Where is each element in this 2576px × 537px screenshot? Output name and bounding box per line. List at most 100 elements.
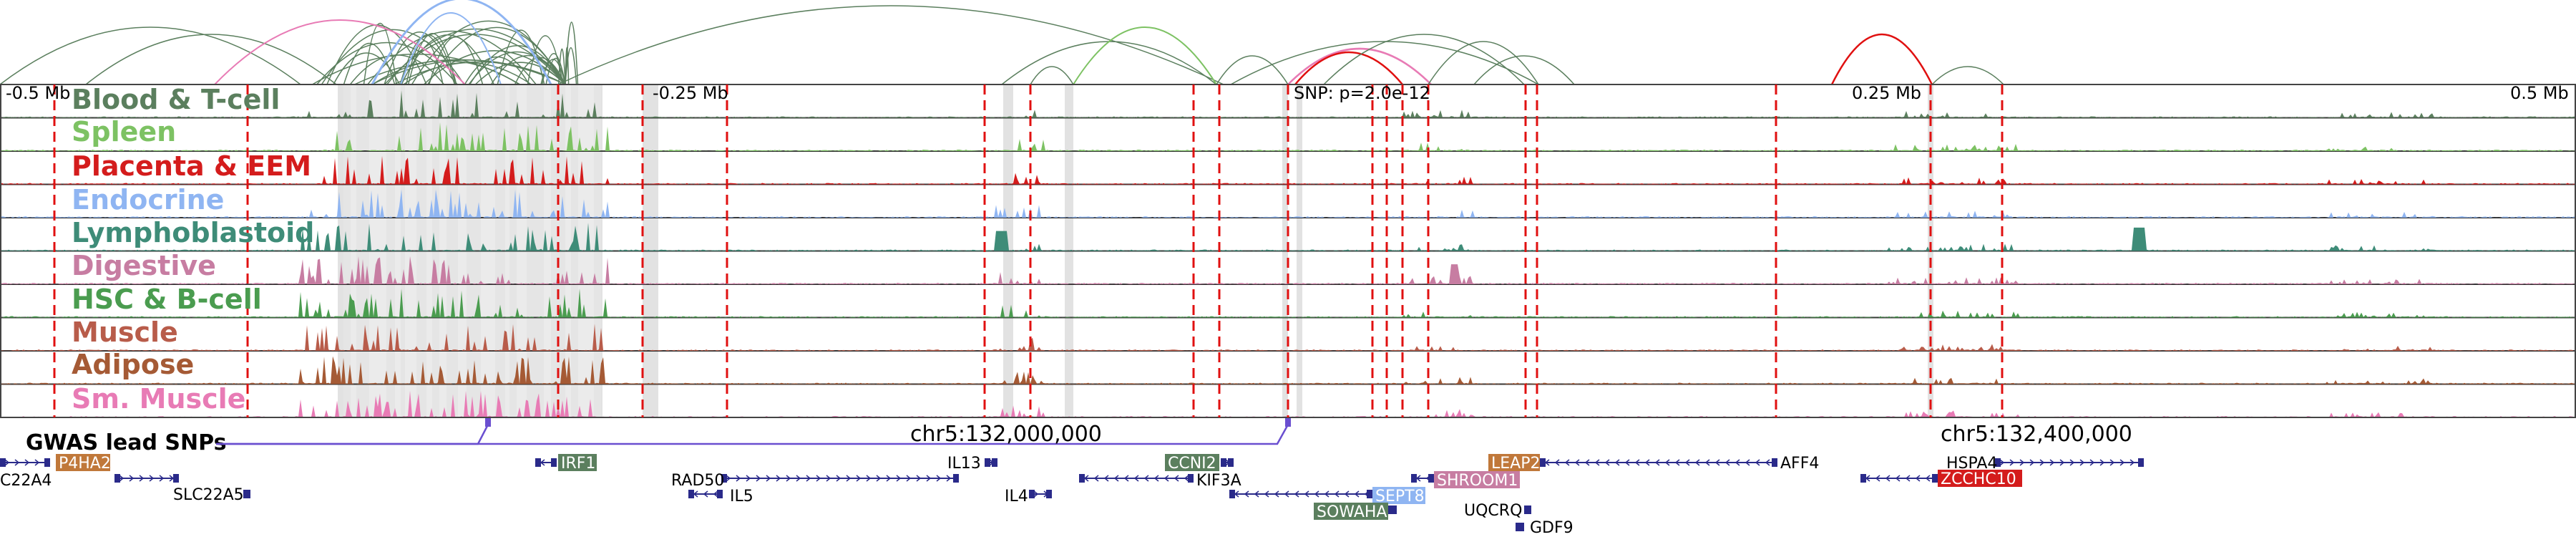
gene-chevron-1 <box>149 475 155 482</box>
interaction-arc-38 <box>464 56 530 85</box>
gwas-label: GWAS lead SNPs <box>26 430 226 455</box>
gene-rad50: RAD50 <box>671 472 724 490</box>
gene-chevron-8 <box>1174 475 1179 482</box>
interaction-arc-50 <box>1230 41 1539 85</box>
interaction-arc-11 <box>427 26 566 85</box>
track-label-endocrine: Endocrine <box>72 184 224 216</box>
gene-tag-sept8 <box>1372 487 1425 504</box>
gene-chevron-10 <box>1284 490 1289 498</box>
gene-exon-7-a <box>1029 490 1035 498</box>
gene-chevron-4 <box>866 475 872 482</box>
gene-uqcrq: UQCRQ <box>1464 502 1522 520</box>
gene-exon-12-b <box>1428 474 1434 483</box>
gene-il4: IL4 <box>1005 488 1028 505</box>
gene-exon-13-a <box>1540 458 1546 467</box>
gene-chevron-13 <box>1634 459 1640 466</box>
gene-chevron-4 <box>886 475 892 482</box>
gene-chevron-13 <box>1765 459 1770 466</box>
gene-chevron-13 <box>1674 459 1680 466</box>
gene-chevron-4 <box>906 475 912 482</box>
gene-leap2: LEAP2 <box>1491 455 1540 473</box>
gene-exon-16-b <box>1524 505 1530 514</box>
gene-exon-10-b <box>1367 490 1372 498</box>
interaction-arc-40 <box>0 26 301 85</box>
gene-chevron-4 <box>786 475 791 482</box>
interaction-arc-51 <box>1287 47 1432 85</box>
gene-chevron-8 <box>1103 475 1109 482</box>
gene-chevron-4 <box>856 475 862 482</box>
interaction-arc-57 <box>1473 55 1575 85</box>
gene-exon-4-b <box>953 474 959 483</box>
track-signal-3 <box>0 189 2576 218</box>
gene-exon-10-a <box>1229 490 1235 498</box>
interaction-arc-46 <box>1001 41 1217 85</box>
gene-exon-5-b <box>717 490 723 498</box>
interaction-arc-42 <box>214 19 466 85</box>
gene-chevron-4 <box>726 475 731 482</box>
ruler-tick-neg-0.25: -0.25 Mb <box>653 83 728 103</box>
gene-chevron-4 <box>916 475 922 482</box>
interaction-arc-43 <box>371 0 552 85</box>
gene-chevron-0 <box>4 459 10 466</box>
interaction-arc-32 <box>371 59 566 85</box>
gene-chevron-10 <box>1274 490 1279 498</box>
gene-exon-11-b <box>1391 505 1397 514</box>
gene-chevron-13 <box>1735 459 1740 466</box>
interaction-arc-17 <box>565 47 577 85</box>
gene-exon-15-b <box>2138 458 2144 467</box>
ruler-tick-0.5: 0.5 Mb <box>2510 83 2569 103</box>
interaction-arc-28 <box>469 45 566 85</box>
gene-sept8: SEPT8 <box>1375 488 1425 505</box>
gene-exon-1-b <box>173 474 179 483</box>
gene-chevron-15 <box>2079 459 2085 466</box>
track-signal-4 <box>0 223 2576 251</box>
gwas-connector-right <box>216 424 1289 445</box>
gene-chevron-8 <box>1184 475 1189 482</box>
gene-chevron-15 <box>2039 459 2045 466</box>
interaction-arc-20 <box>490 55 566 85</box>
gene-chevron-15 <box>2119 459 2125 466</box>
gene-chevron-8 <box>1133 475 1139 482</box>
gene-chevron-13 <box>1755 459 1760 466</box>
gwas-connector-left <box>216 424 489 445</box>
gene-exon-6-a <box>985 458 990 467</box>
gene-chevron-4 <box>816 475 821 482</box>
gene-chevron-1 <box>139 475 145 482</box>
gwas-snp-marker-left <box>485 418 491 427</box>
gene-chevron-13 <box>1624 459 1630 466</box>
gene-chevron-4 <box>766 475 771 482</box>
coord-left: chr5:132,000,000 <box>910 422 1102 447</box>
interaction-arc-5 <box>333 52 401 85</box>
track-label-digestive: Digestive <box>72 250 216 281</box>
gene-tag-sowaha <box>1314 503 1388 520</box>
gene-chevron-15 <box>2069 459 2075 466</box>
gene-exon-3-a <box>535 458 541 467</box>
gene-chevron-0 <box>34 459 40 466</box>
gene-chevron-8 <box>1093 475 1099 482</box>
gene-chevron-8 <box>1113 475 1119 482</box>
gene-chevron-15 <box>2009 459 2015 466</box>
track-label-hsc-b-cell: HSC & B-cell <box>72 284 262 315</box>
gene-tag-ccni2 <box>1165 454 1219 471</box>
gene-chevron-15 <box>2029 459 2035 466</box>
gene-tag-shroom1 <box>1434 471 1520 488</box>
gene-chevron-10 <box>1264 490 1269 498</box>
gene-shroom1: SHROOM1 <box>1437 472 1518 490</box>
gene-chevron-4 <box>806 475 811 482</box>
gene-chevron-5 <box>703 490 708 498</box>
interaction-arc-52 <box>1294 51 1403 85</box>
gene-tag-irf1 <box>558 454 597 471</box>
gene-exon-1-a <box>114 474 120 483</box>
gene-chevron-10 <box>1314 490 1319 498</box>
interaction-arc-27 <box>545 58 566 85</box>
snp-lines <box>53 84 2004 417</box>
ruler-tick-0.25: 0.25 Mb <box>1852 83 1921 103</box>
gene-chevron-1 <box>119 475 125 482</box>
gene-chevron-1 <box>129 475 135 482</box>
gene-p4ha2: P4HA2 <box>59 455 111 473</box>
gene-irf1: IRF1 <box>561 455 595 473</box>
interaction-arc-53 <box>1323 34 1525 85</box>
gene-chevron-8 <box>1143 475 1149 482</box>
track-label-placenta: Placenta & EEM <box>72 150 311 182</box>
interaction-arc-48 <box>1073 26 1217 85</box>
